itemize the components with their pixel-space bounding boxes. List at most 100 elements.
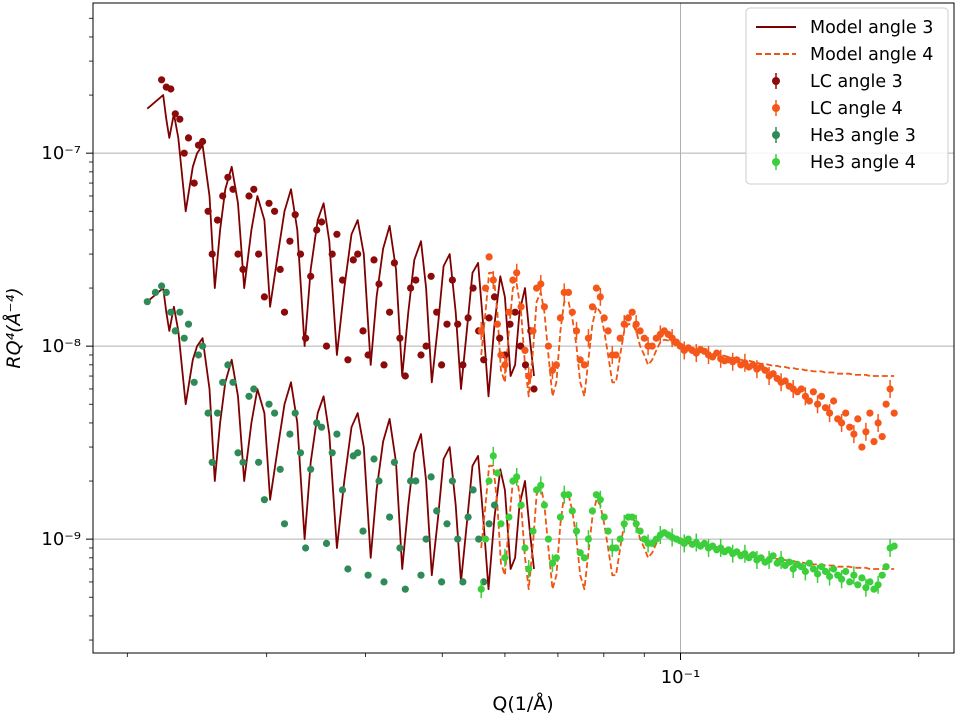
data-point bbox=[443, 320, 451, 328]
data-point bbox=[830, 565, 838, 573]
data-point bbox=[890, 409, 898, 417]
data-point bbox=[417, 351, 425, 359]
data-point bbox=[338, 276, 347, 284]
data-point bbox=[497, 520, 505, 528]
data-point bbox=[789, 565, 797, 573]
data-point bbox=[584, 535, 593, 543]
data-point bbox=[592, 284, 601, 292]
data-point bbox=[801, 567, 810, 576]
data-point bbox=[842, 567, 850, 576]
data-point bbox=[302, 334, 310, 342]
data-point bbox=[862, 584, 870, 592]
data-point bbox=[805, 559, 814, 567]
data-point bbox=[874, 581, 882, 589]
data-point bbox=[596, 293, 604, 301]
data-point bbox=[624, 314, 632, 322]
data-point bbox=[286, 430, 294, 438]
data-point bbox=[313, 419, 321, 427]
data-point bbox=[850, 430, 858, 438]
data-point bbox=[280, 520, 289, 528]
data-point bbox=[143, 298, 151, 306]
legend-label: He3 angle 4 bbox=[810, 153, 916, 173]
data-point bbox=[162, 288, 170, 296]
series-line-model-angle-3 bbox=[146, 287, 535, 591]
data-point bbox=[417, 571, 425, 579]
data-point bbox=[167, 85, 175, 93]
data-point bbox=[838, 575, 846, 583]
data-point bbox=[809, 565, 818, 573]
legend-entry: LC angle 4 bbox=[772, 99, 903, 119]
data-point bbox=[296, 449, 305, 457]
data-point bbox=[184, 320, 193, 328]
data-point bbox=[271, 207, 279, 215]
data-point bbox=[477, 585, 485, 593]
data-point bbox=[464, 314, 472, 322]
data-point bbox=[620, 320, 628, 328]
data-point bbox=[858, 443, 866, 451]
data-point bbox=[481, 284, 490, 292]
data-point bbox=[401, 372, 409, 380]
data-point bbox=[386, 308, 394, 316]
data-point bbox=[313, 226, 321, 234]
data-point bbox=[224, 361, 232, 369]
data-point bbox=[271, 409, 279, 417]
series-he3-angle-3 bbox=[143, 282, 499, 593]
data-point bbox=[612, 351, 620, 359]
data-point bbox=[537, 481, 545, 489]
data-point bbox=[612, 544, 620, 552]
data-point bbox=[568, 308, 576, 316]
data-point bbox=[517, 342, 525, 350]
series-he3-angle-4 bbox=[477, 446, 898, 599]
data-point bbox=[485, 314, 493, 322]
data-point bbox=[777, 556, 785, 564]
data-point bbox=[781, 377, 789, 385]
legend-entry: He3 angle 3 bbox=[772, 126, 916, 146]
data-point bbox=[604, 527, 612, 535]
data-point bbox=[628, 308, 636, 316]
data-point bbox=[761, 366, 769, 374]
data-point bbox=[370, 256, 378, 264]
data-point bbox=[443, 520, 451, 528]
data-point bbox=[636, 327, 644, 335]
data-point bbox=[190, 179, 198, 187]
data-point bbox=[805, 397, 814, 405]
series-line-model-angle-4 bbox=[480, 271, 895, 398]
legend-entry: LC angle 3 bbox=[772, 72, 903, 92]
data-point bbox=[584, 334, 593, 342]
legend-swatch bbox=[772, 158, 780, 166]
data-point bbox=[386, 513, 394, 521]
data-point bbox=[814, 400, 822, 408]
data-point bbox=[797, 385, 805, 393]
data-point bbox=[713, 349, 721, 357]
data-point bbox=[370, 455, 378, 463]
data-point bbox=[219, 192, 227, 200]
data-point bbox=[459, 361, 467, 369]
data-point bbox=[517, 303, 525, 311]
x-axis-label: Q(1/Å) bbox=[492, 692, 553, 715]
legend-label: He3 angle 3 bbox=[810, 126, 916, 146]
legend-entry: Model angle 3 bbox=[756, 18, 933, 38]
legend-swatch bbox=[772, 131, 780, 139]
data-point bbox=[448, 276, 456, 284]
data-point bbox=[475, 535, 483, 543]
data-point bbox=[422, 535, 430, 543]
data-point bbox=[245, 392, 253, 400]
data-point bbox=[229, 378, 237, 386]
data-point bbox=[548, 366, 557, 374]
data-point bbox=[493, 320, 501, 328]
y-tick-label: 10⁻⁹ bbox=[41, 529, 81, 550]
data-point bbox=[454, 320, 462, 328]
data-point bbox=[592, 491, 601, 499]
data-point bbox=[882, 563, 890, 571]
legend: Model angle 3 Model angle 4 LC angle 3 LC a… bbox=[745, 7, 949, 185]
data-point bbox=[265, 199, 273, 207]
data-point bbox=[407, 477, 415, 485]
data-point bbox=[628, 513, 636, 521]
legend-swatch bbox=[772, 104, 780, 112]
data-point bbox=[509, 276, 517, 284]
data-point bbox=[842, 409, 850, 417]
data-point bbox=[537, 280, 545, 288]
plot-frame bbox=[92, 2, 955, 654]
data-point bbox=[616, 334, 624, 342]
data-point bbox=[171, 327, 179, 335]
